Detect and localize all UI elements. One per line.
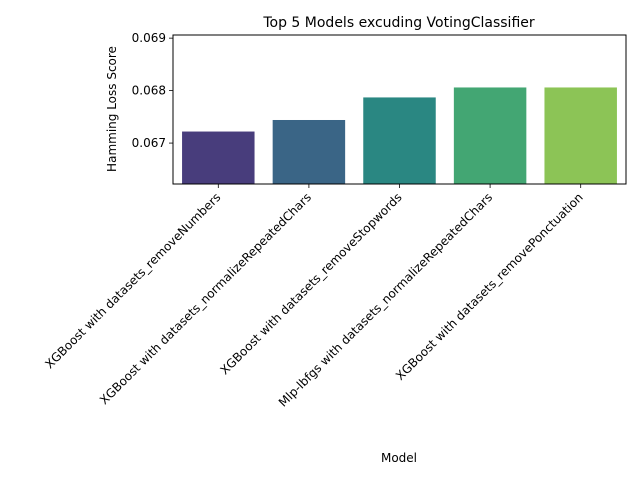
- bar-1: [182, 131, 255, 184]
- bars-group: [182, 87, 617, 184]
- y-tick-label-1: 0.067: [132, 136, 166, 150]
- plot-frame: [172, 34, 627, 185]
- y-axis-ticks: 0.067 0.068 0.069: [132, 31, 173, 150]
- bar-2: [272, 119, 346, 184]
- bar-4: [453, 87, 527, 184]
- y-axis-title: Hamming Loss Score: [105, 46, 119, 172]
- bar-5: [544, 87, 617, 184]
- y-tick-label-3: 0.069: [132, 31, 166, 45]
- x-axis-title: Model: [381, 451, 417, 465]
- y-tick-label-2: 0.068: [132, 84, 166, 98]
- bar-3: [363, 97, 436, 184]
- chart-title: Top 5 Models excuding VotingClassifier: [262, 15, 535, 31]
